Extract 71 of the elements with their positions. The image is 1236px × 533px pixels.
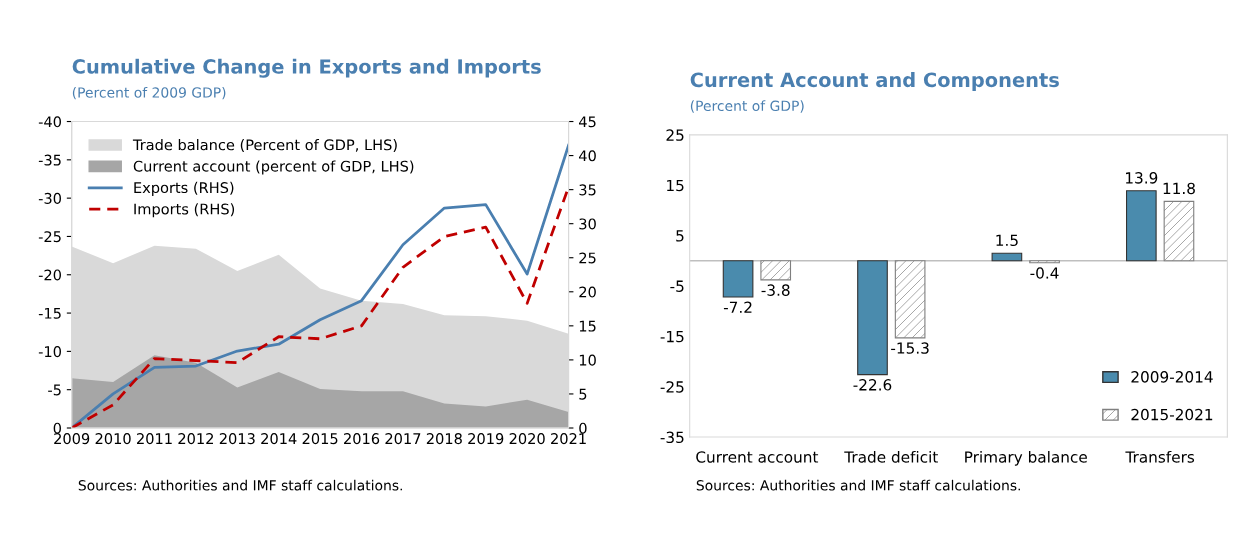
x-tick-label: 2009 <box>54 433 90 445</box>
x-tick-label: 2012 <box>178 433 213 445</box>
bar <box>1029 260 1060 264</box>
data-label: -0.4 <box>1030 267 1059 279</box>
y-tick-label: -10 <box>38 346 61 358</box>
data-label: -7.2 <box>723 301 752 313</box>
x-tick-label: 2018 <box>426 433 462 445</box>
x-tick-label: Trade deficit <box>844 450 938 463</box>
legend-label: Imports (RHS) <box>134 203 235 218</box>
y-tick-label: -5 <box>48 384 61 396</box>
data-label: -3.8 <box>761 284 790 296</box>
y-tick-label: -25 <box>660 381 684 393</box>
bar <box>722 260 754 298</box>
y-tick-label: 5 <box>676 230 684 242</box>
source-note: Sources: Authorities and IMF staff calculations. <box>696 479 1020 491</box>
y-tick-label: 15 <box>667 179 684 192</box>
bar <box>1163 200 1195 262</box>
y-tick-label: 0 <box>53 422 61 434</box>
legend-label: 2015-2021 <box>1131 408 1213 421</box>
y-tick-label: -20 <box>38 269 61 281</box>
data-label: 1.5 <box>996 234 1018 247</box>
x-tick-label: 2021 <box>551 433 586 445</box>
y-tick-label: -30 <box>38 192 61 204</box>
y2-tick-label: 5 <box>579 388 587 400</box>
bar <box>760 260 792 281</box>
y2-tick-label: 10 <box>579 354 596 366</box>
x-tick-label: 2020 <box>509 433 545 445</box>
x-tick-label: Current account <box>696 451 819 463</box>
y2-tick-label: 30 <box>579 218 596 230</box>
x-tick-label: Primary balance <box>965 450 1087 466</box>
x-tick-label: 2013 <box>219 433 255 445</box>
y2-tick-label: 40 <box>579 150 596 162</box>
bar <box>1125 190 1157 262</box>
legend-label: Exports (RHS) <box>134 181 234 196</box>
y-tick-label: -35 <box>38 154 61 166</box>
x-tick-label: 2015 <box>302 433 338 445</box>
chart-title: Cumulative Change in Exports and Imports <box>72 58 541 78</box>
y-tick-label: -35 <box>660 431 684 444</box>
bar <box>991 252 1023 262</box>
data-label: -22.6 <box>853 379 892 391</box>
legend-label: 2009-2014 <box>1131 371 1213 383</box>
y-tick-label: -25 <box>38 231 61 243</box>
source-note: Sources: Authorities and IMF staff calculations. <box>78 479 402 491</box>
y-tick-label: 25 <box>666 129 684 141</box>
y2-tick-label: 0 <box>579 422 587 434</box>
data-label: 11.8 <box>1163 182 1195 195</box>
y-tick-label: -15 <box>38 307 61 319</box>
legend-label: Trade balance (Percent of GDP, LHS) <box>132 139 397 153</box>
y2-tick-label: 25 <box>579 252 596 264</box>
x-tick-label: Transfers <box>1125 450 1195 463</box>
x-tick-label: 2010 <box>95 433 131 445</box>
bar <box>857 260 888 376</box>
bar <box>894 260 926 339</box>
x-tick-label: 2017 <box>385 433 421 445</box>
x-tick-label: 2014 <box>261 433 297 445</box>
chart-title: Current Account and Components <box>690 72 1059 91</box>
x-tick-label: 2016 <box>344 433 380 445</box>
x-tick-label: 2011 <box>137 433 172 445</box>
data-label: 13.9 <box>1125 172 1158 184</box>
x-tick-label: 2019 <box>468 433 504 445</box>
y2-tick-label: 45 <box>579 116 596 128</box>
legend-label: Current account (percent of GDP, LHS) <box>133 160 414 175</box>
y-tick-label: -15 <box>660 330 684 343</box>
y-tick-label: -5 <box>670 280 684 292</box>
data-label: -15.3 <box>891 342 929 354</box>
chart-subtitle: (Percent of GDP) <box>690 100 804 113</box>
y2-tick-label: 20 <box>579 286 596 298</box>
y2-tick-label: 35 <box>579 184 596 196</box>
y-tick-label: -40 <box>38 116 61 128</box>
chart-subtitle: (Percent of 2009 GDP) <box>72 86 226 100</box>
y2-tick-label: 15 <box>579 320 596 332</box>
